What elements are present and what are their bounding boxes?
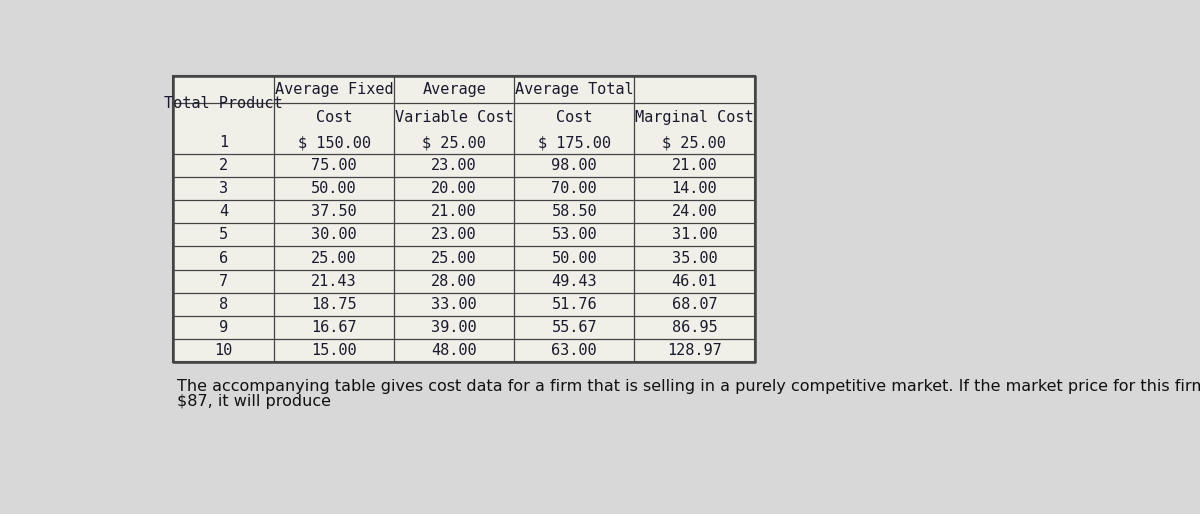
Text: Average: Average: [422, 82, 486, 97]
Text: 10: 10: [215, 343, 233, 358]
Text: 49.43: 49.43: [552, 273, 598, 289]
Text: 51.76: 51.76: [552, 297, 598, 311]
Text: 28.00: 28.00: [431, 273, 478, 289]
Text: 24.00: 24.00: [672, 205, 718, 219]
Text: $ 150.00: $ 150.00: [298, 135, 371, 150]
Text: Cost: Cost: [316, 109, 353, 124]
Text: 7: 7: [220, 273, 228, 289]
Text: 4: 4: [220, 205, 228, 219]
Text: 9: 9: [220, 320, 228, 335]
Text: 39.00: 39.00: [431, 320, 478, 335]
Text: Average Total: Average Total: [515, 82, 634, 97]
Text: 14.00: 14.00: [672, 181, 718, 196]
Text: 37.50: 37.50: [311, 205, 356, 219]
Text: 23.00: 23.00: [431, 227, 478, 243]
Text: 75.00: 75.00: [311, 158, 356, 173]
Text: 58.50: 58.50: [552, 205, 598, 219]
Text: 21.00: 21.00: [672, 158, 718, 173]
Text: The accompanying table gives cost data for a firm that is selling in a purely co: The accompanying table gives cost data f…: [178, 379, 1200, 394]
Text: 63.00: 63.00: [552, 343, 598, 358]
Text: 25.00: 25.00: [431, 250, 478, 266]
Text: 50.00: 50.00: [552, 250, 598, 266]
Text: Marginal Cost: Marginal Cost: [635, 109, 754, 124]
Text: 31.00: 31.00: [672, 227, 718, 243]
Text: 15.00: 15.00: [311, 343, 356, 358]
Text: Cost: Cost: [556, 109, 593, 124]
Text: 55.67: 55.67: [552, 320, 598, 335]
Text: 35.00: 35.00: [672, 250, 718, 266]
Text: 98.00: 98.00: [552, 158, 598, 173]
Bar: [173, 76, 755, 362]
Text: 25.00: 25.00: [311, 250, 356, 266]
Text: 18.75: 18.75: [311, 297, 356, 311]
Text: 53.00: 53.00: [552, 227, 598, 243]
Text: 8: 8: [220, 297, 228, 311]
Text: 86.95: 86.95: [672, 320, 718, 335]
Text: $ 25.00: $ 25.00: [662, 135, 726, 150]
Text: 21.00: 21.00: [431, 205, 478, 219]
Text: 3: 3: [220, 181, 228, 196]
Text: 70.00: 70.00: [552, 181, 598, 196]
Text: $87, it will produce: $87, it will produce: [178, 394, 331, 409]
Text: 5: 5: [220, 227, 228, 243]
Text: 21.43: 21.43: [311, 273, 356, 289]
Text: Total Product: Total Product: [164, 96, 283, 111]
Text: 128.97: 128.97: [667, 343, 722, 358]
Text: 48.00: 48.00: [431, 343, 478, 358]
Text: 50.00: 50.00: [311, 181, 356, 196]
Text: 68.07: 68.07: [672, 297, 718, 311]
Text: 6: 6: [220, 250, 228, 266]
Text: 16.67: 16.67: [311, 320, 356, 335]
Text: Variable Cost: Variable Cost: [395, 109, 514, 124]
Text: Average Fixed: Average Fixed: [275, 82, 394, 97]
Text: 23.00: 23.00: [431, 158, 478, 173]
Text: 1: 1: [220, 135, 228, 150]
Text: $ 175.00: $ 175.00: [538, 135, 611, 150]
Text: 2: 2: [220, 158, 228, 173]
Text: $ 25.00: $ 25.00: [422, 135, 486, 150]
Text: 46.01: 46.01: [672, 273, 718, 289]
Text: 30.00: 30.00: [311, 227, 356, 243]
Text: 33.00: 33.00: [431, 297, 478, 311]
Text: 20.00: 20.00: [431, 181, 478, 196]
